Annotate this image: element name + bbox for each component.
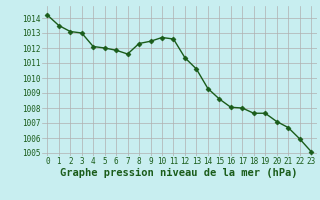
X-axis label: Graphe pression niveau de la mer (hPa): Graphe pression niveau de la mer (hPa) <box>60 168 298 178</box>
